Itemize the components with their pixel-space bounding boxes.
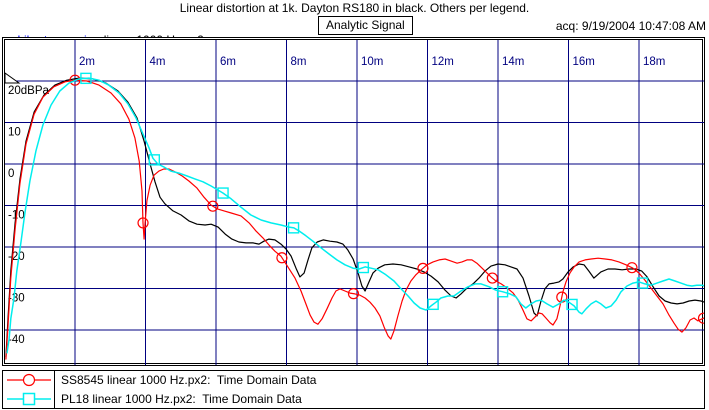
circle-marker xyxy=(626,262,638,274)
series-curve xyxy=(6,77,704,354)
x-tick-label: 6m xyxy=(220,56,236,68)
square-marker xyxy=(357,261,370,274)
legend-box: SS8545 linear 1000 Hz.px2: Time Domain D… xyxy=(2,370,705,409)
x-tick-label: 12m xyxy=(432,56,454,68)
legend-label-column: SS8545 linear 1000 Hz.px2: Time Domain D… xyxy=(61,371,702,408)
page-title: Linear distortion at 1k. Dayton RS180 in… xyxy=(179,1,530,15)
square-marker xyxy=(496,286,509,298)
y-tick-label: -40 xyxy=(8,334,25,346)
circle-marker xyxy=(347,288,360,300)
circle-marker xyxy=(137,217,149,229)
legend-marker-column xyxy=(3,371,55,408)
legend-square-marker xyxy=(22,392,36,406)
circle-marker xyxy=(69,74,81,86)
square-marker xyxy=(217,187,229,199)
x-tick-label: 16m xyxy=(573,56,595,68)
legend-marker-samples xyxy=(7,373,51,406)
legend-circle-marker xyxy=(22,373,36,387)
y-tick-label: -20 xyxy=(8,251,25,263)
x-tick-label: 14m xyxy=(502,56,524,68)
plot-frame: 2m 4m 6m 8m 10m 12m 14m 16m 18m 20dBPa 10 0 -10 -20 -3… xyxy=(2,37,705,366)
x-tick-label: 2m xyxy=(79,56,95,68)
x-tick-label: 8m xyxy=(291,56,307,68)
y-tick-label: 10 xyxy=(8,127,21,139)
circle-marker xyxy=(486,272,498,284)
y-tick-label: 20dBPa xyxy=(8,85,50,97)
x-tick-label: 10m xyxy=(361,56,383,68)
y-tick-label: -30 xyxy=(8,293,25,305)
square-marker xyxy=(148,154,161,166)
square-marker xyxy=(287,222,300,234)
circle-marker xyxy=(276,252,288,264)
x-tick-label: 18m xyxy=(643,56,665,68)
x-tick-label: 4m xyxy=(150,56,166,68)
series-curve xyxy=(5,79,704,360)
time-domain-plot[interactable]: 2m 4m 6m 8m 10m 12m 14m 16m 18m20dBPa100-10-20-3… xyxy=(5,40,704,365)
series-curve xyxy=(5,77,704,358)
acquisition-timestamp: acq: 9/19/2004 10:47:08 AM xyxy=(555,19,706,33)
y-tick-label: 0 xyxy=(8,168,14,180)
analytic-signal-button[interactable]: Analytic Signal xyxy=(318,16,413,35)
circle-marker xyxy=(417,262,429,274)
level-wedge-icon xyxy=(5,72,21,84)
square-marker xyxy=(427,298,439,311)
square-marker xyxy=(80,72,92,85)
square-marker xyxy=(566,298,578,311)
circle-marker xyxy=(207,200,219,212)
circle-marker xyxy=(697,312,704,324)
plot-area[interactable]: 2m 4m 6m 8m 10m 12m 14m 16m 18m 20dBPa 10 0 -10 -20 -3… xyxy=(4,39,704,365)
legend-row-pl18[interactable]: PL18 linear 1000 Hz.px2: Time Domain Dat… xyxy=(61,392,302,406)
square-marker xyxy=(636,277,649,289)
legend-row-ss8545[interactable]: SS8545 linear 1000 Hz.px2: Time Domain D… xyxy=(61,373,317,387)
